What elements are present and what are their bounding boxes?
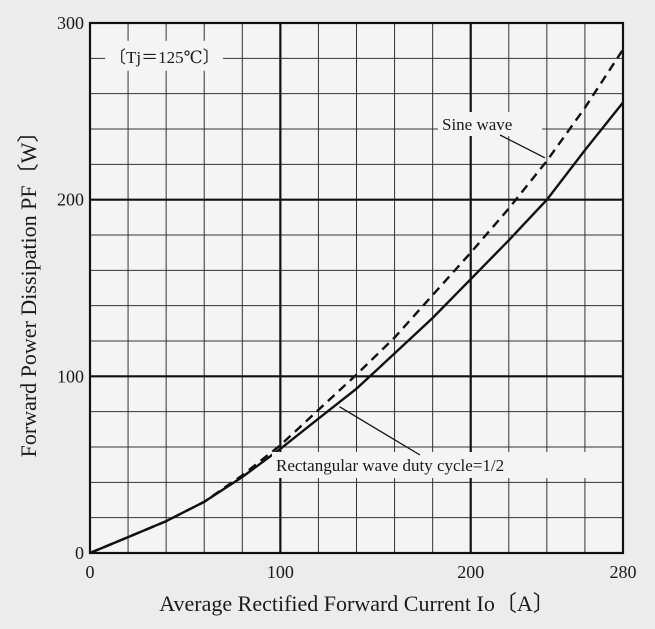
y-axis-title: Forward Power Dissipation PF〔W〕 [16,121,41,458]
y-tick-label: 100 [57,366,84,386]
x-tick-label: 0 [86,562,95,582]
x-tick-label: 200 [457,562,484,582]
annotation-sine-wave: Sine wave [442,115,512,134]
y-tick-label: 0 [75,543,84,563]
y-tick-label: 200 [57,190,84,210]
x-tick-label: 280 [610,562,637,582]
x-tick-label: 100 [267,562,294,582]
x-axis-title: Average Rectified Forward Current Io〔A〕 [159,591,554,616]
y-tick-label: 300 [57,13,84,33]
annotation-rectangular-wave: Rectangular wave duty cycle=1/2 [276,456,504,475]
condition-label: 〔Tj＝125℃〕 [109,48,220,67]
